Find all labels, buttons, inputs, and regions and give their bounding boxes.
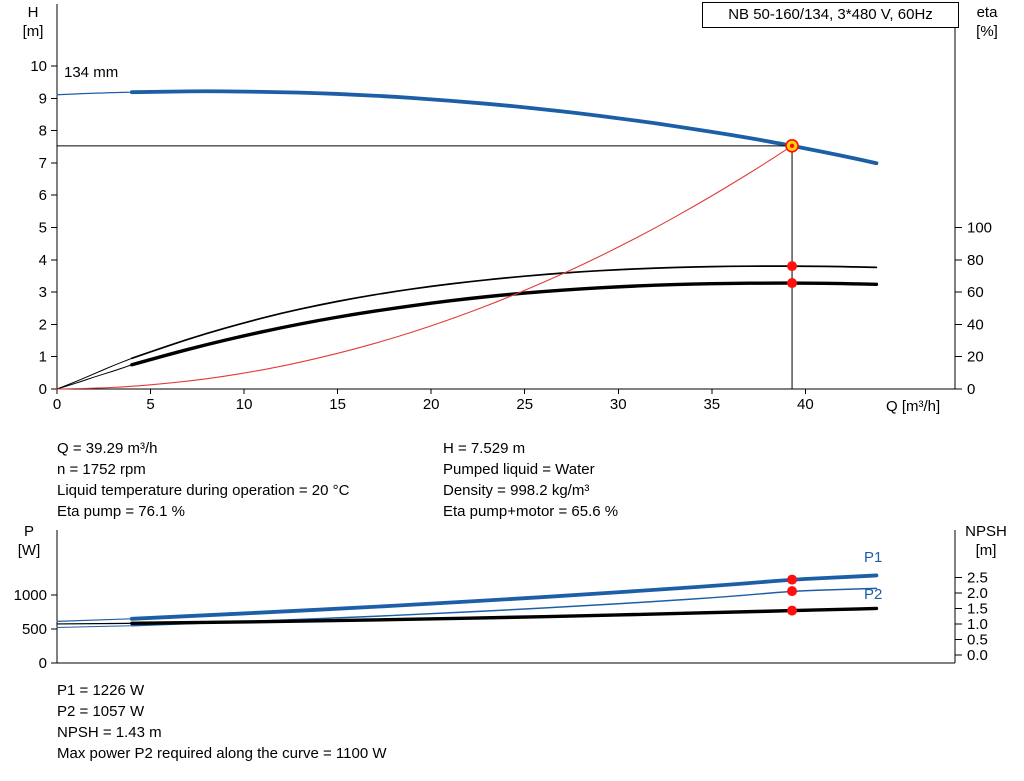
impeller-size-label: 134 mm [64,64,119,81]
svg-text:20: 20 [423,396,440,413]
operating-data-right-column: H = 7.529 m Pumped liquid = Water Densit… [443,438,618,522]
svg-text:40: 40 [797,396,814,413]
operating-data-left-column: Q = 39.29 m³/h n = 1752 rpm Liquid tempe… [57,438,349,522]
svg-text:0: 0 [53,396,61,413]
svg-text:10: 10 [236,396,253,413]
npsh-axis-label: NPSH [m] [954,522,1018,560]
svg-text:20: 20 [967,349,984,366]
info-line-h: H = 7.529 m [443,440,526,457]
svg-text:60: 60 [967,284,984,301]
info-line-p2: P2 = 1057 W [57,703,145,720]
svg-text:25: 25 [516,396,533,413]
svg-text:10: 10 [30,58,47,75]
svg-text:3: 3 [39,284,47,301]
svg-text:500: 500 [22,621,47,638]
info-line-pumped-liquid: Pumped liquid = Water [443,461,595,478]
p1-curve-label: P1 [864,549,883,566]
svg-text:4: 4 [39,252,47,269]
svg-text:1000: 1000 [14,587,47,604]
svg-text:1.5: 1.5 [967,600,988,617]
svg-text:5: 5 [39,220,47,237]
info-line-q: Q = 39.29 m³/h [57,440,158,457]
info-line-p1: P1 = 1226 W [57,682,145,699]
npsh-axis-label-symbol: NPSH [965,523,1007,540]
svg-text:0.5: 0.5 [967,631,988,648]
eta-axis-label-unit: [%] [976,23,998,40]
svg-text:8: 8 [39,123,47,140]
svg-text:7: 7 [39,155,47,172]
svg-text:35: 35 [703,396,720,413]
svg-text:2: 2 [39,316,47,333]
power-data-column: P1 = 1226 W P2 = 1057 W NPSH = 1.43 m Ma… [57,680,387,764]
info-line-eta-pump: Eta pump = 76.1 % [57,503,185,520]
svg-text:5: 5 [146,396,154,413]
eta-axis-label: eta [%] [962,3,1012,41]
svg-text:0: 0 [39,381,47,398]
svg-text:2.5: 2.5 [967,569,988,586]
p2-curve-label: P2 [864,586,883,603]
p-axis-label-unit: [W] [17,542,41,559]
info-line-max-power: Max power P2 required along the curve = … [57,745,387,762]
svg-text:1.0: 1.0 [967,616,988,633]
info-line-liquid-temperature: Liquid temperature during operation = 20… [57,482,350,499]
svg-text:0: 0 [967,381,975,398]
svg-text:80: 80 [967,252,984,269]
h-axis-label-symbol: H [27,4,39,21]
h-axis-label: H [m] [10,3,56,41]
svg-text:15: 15 [329,396,346,413]
svg-text:0: 0 [39,655,47,672]
q-axis-label: Q [m³/h] [886,398,941,415]
p-axis-label: P [W] [6,522,52,560]
svg-text:1: 1 [39,349,47,366]
svg-text:9: 9 [39,90,47,107]
eta-axis-label-symbol: eta [976,4,998,21]
info-line-speed: n = 1752 rpm [57,461,146,478]
p-axis-label-symbol: P [23,523,34,540]
npsh-axis-label-unit: [m] [975,542,997,559]
pump-model-title: NB 50-160/134, 3*480 V, 60Hz [702,2,959,28]
h-axis-label-unit: [m] [22,23,44,40]
svg-text:100: 100 [967,220,992,237]
svg-text:6: 6 [39,187,47,204]
svg-text:30: 30 [610,396,627,413]
info-line-density: Density = 998.2 kg/m³ [443,482,590,499]
svg-text:40: 40 [967,316,984,333]
svg-text:2.0: 2.0 [967,585,988,602]
info-line-eta-pump-motor: Eta pump+motor = 65.6 % [443,503,619,520]
info-line-npsh: NPSH = 1.43 m [57,724,162,741]
svg-text:0.0: 0.0 [967,647,988,664]
